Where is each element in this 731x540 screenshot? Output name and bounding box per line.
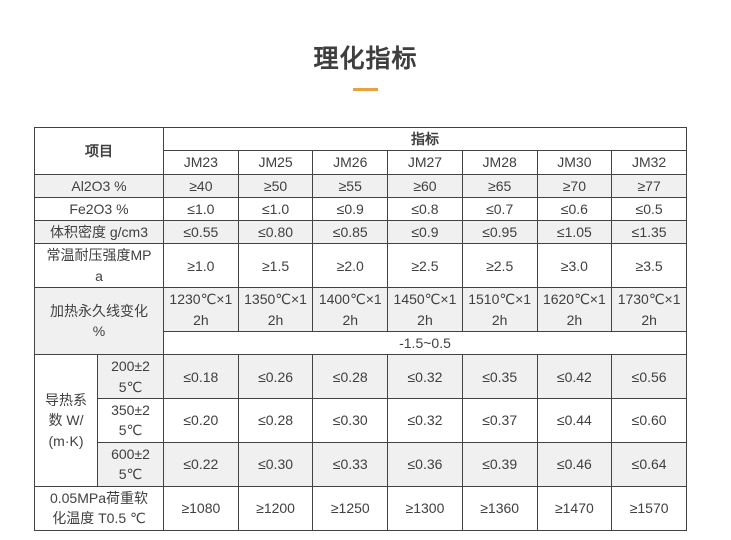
value-cell: ≤0.7 <box>461 196 538 222</box>
condition-cell: 1350℃×12h <box>237 287 314 333</box>
value-cell: ≥2.5 <box>387 243 463 289</box>
model-header: JM30 <box>536 150 613 175</box>
value-cell: ≤0.32 <box>387 397 463 443</box>
value-cell: ≥1250 <box>312 485 389 531</box>
value-cell: ≤0.55 <box>163 220 239 245</box>
condition-cell: 1730℃×12h <box>611 287 687 333</box>
row-label-al2o3: Al2O3 % <box>34 173 164 198</box>
model-header: JM28 <box>461 150 538 175</box>
value-cell: ≤0.28 <box>312 354 389 399</box>
temp-subheader: 200±25℃ <box>97 354 164 399</box>
value-cell: ≤0.30 <box>312 397 389 443</box>
value-cell: ≥40 <box>163 173 239 198</box>
value-cell: ≥1300 <box>387 485 463 531</box>
value-cell: ≤0.18 <box>163 354 239 399</box>
value-cell: ≥2.0 <box>312 243 389 289</box>
condition-cell: 1450℃×12h <box>387 287 463 333</box>
value-cell: ≥70 <box>536 173 613 198</box>
title-accent-bar <box>353 88 378 91</box>
value-cell: ≥3.0 <box>536 243 613 289</box>
value-cell: ≤0.80 <box>237 220 314 245</box>
value-cell: ≤0.56 <box>611 354 687 399</box>
row-label-fe2o3: Fe2O3 % <box>34 196 164 222</box>
model-header: JM26 <box>312 150 389 175</box>
value-cell: ≤0.22 <box>163 441 239 487</box>
value-cell: ≥1570 <box>611 485 687 531</box>
row-label-softening: 0.05MPa荷重软化温度 T0.5 ℃ <box>34 485 164 531</box>
value-cell: ≤0.85 <box>312 220 389 245</box>
value-cell: ≥1360 <box>461 485 538 531</box>
value-cell: ≤1.05 <box>536 220 613 245</box>
value-cell: ≤0.30 <box>237 441 314 487</box>
temp-subheader: 600±25℃ <box>97 441 164 487</box>
value-cell: ≤0.46 <box>536 441 613 487</box>
reheating-range-cell: -1.5~0.5 <box>163 331 687 356</box>
value-cell: ≥65 <box>461 173 538 198</box>
condition-cell: 1620℃×12h <box>536 287 613 333</box>
value-cell: ≤0.42 <box>536 354 613 399</box>
value-cell: ≤0.9 <box>312 196 389 222</box>
value-cell: ≥50 <box>237 173 314 198</box>
value-cell: ≤0.32 <box>387 354 463 399</box>
value-cell: ≤0.60 <box>611 397 687 443</box>
value-cell: ≤0.37 <box>461 397 538 443</box>
value-cell: ≤0.20 <box>163 397 239 443</box>
model-header: JM27 <box>387 150 463 175</box>
value-cell: ≤1.0 <box>237 196 314 222</box>
value-cell: ≤0.44 <box>536 397 613 443</box>
value-cell: ≤0.28 <box>237 397 314 443</box>
value-cell: ≤0.36 <box>387 441 463 487</box>
value-cell: ≥3.5 <box>611 243 687 289</box>
model-header: JM32 <box>611 150 687 175</box>
value-cell: ≥77 <box>611 173 687 198</box>
row-label-reheating: 加热永久线变化 % <box>34 287 164 356</box>
value-cell: ≤0.5 <box>611 196 687 222</box>
value-cell: ≥1200 <box>237 485 314 531</box>
value-cell: ≥2.5 <box>461 243 538 289</box>
row-label-density: 体积密度 g/cm3 <box>34 220 164 245</box>
row-label-conductivity: 导热系数 W/(m·K) <box>34 354 98 487</box>
value-cell: ≤0.35 <box>461 354 538 399</box>
group-header: 指标 <box>163 126 687 152</box>
value-cell: ≥1470 <box>536 485 613 531</box>
model-header: JM23 <box>163 150 239 175</box>
value-cell: ≥55 <box>312 173 389 198</box>
condition-cell: 1400℃×12h <box>312 287 389 333</box>
value-cell: ≥1.5 <box>237 243 314 289</box>
value-cell: ≤0.9 <box>387 220 463 245</box>
value-cell: ≥1080 <box>163 485 239 531</box>
value-cell: ≥60 <box>387 173 463 198</box>
value-cell: ≤1.0 <box>163 196 239 222</box>
condition-cell: 1510℃×12h <box>461 287 538 333</box>
value-cell: ≤0.64 <box>611 441 687 487</box>
temp-subheader: 350±25℃ <box>97 397 164 443</box>
value-cell: ≤0.26 <box>237 354 314 399</box>
page-title: 理化指标 <box>313 45 418 73</box>
value-cell: ≤0.39 <box>461 441 538 487</box>
corner-header: 项目 <box>34 127 164 175</box>
value-cell: ≥1.0 <box>163 243 239 289</box>
value-cell: ≤0.95 <box>461 220 538 245</box>
model-header: JM25 <box>237 150 314 175</box>
value-cell: ≤0.6 <box>536 196 613 222</box>
value-cell: ≤0.8 <box>387 196 463 222</box>
condition-cell: 1230℃×12h <box>163 287 239 333</box>
spec-table: 项目 指标 JM23 JM25 JM26 JM27 JM28 JM30 JM32… <box>34 126 687 531</box>
row-label-strength: 常温耐压强度MPa <box>34 243 164 289</box>
value-cell: ≤0.33 <box>312 441 389 487</box>
value-cell: ≤1.35 <box>611 220 687 245</box>
